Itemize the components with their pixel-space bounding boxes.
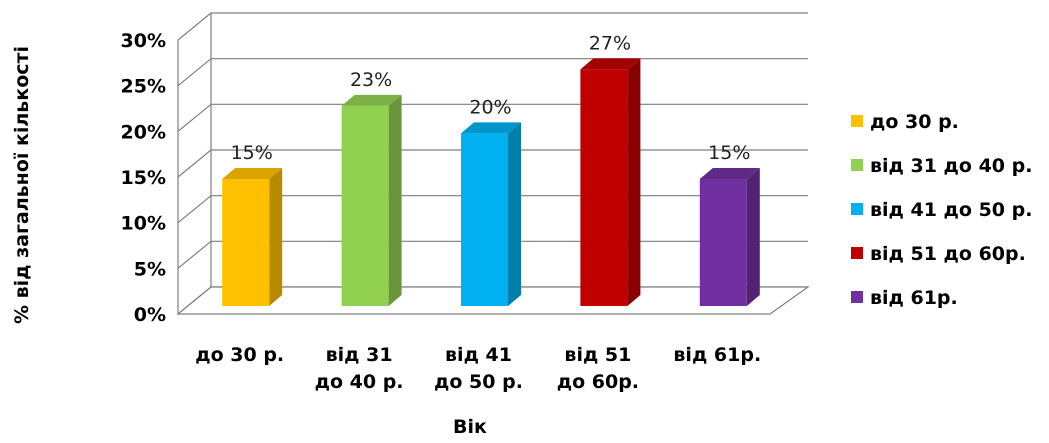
legend-swatch: [851, 247, 863, 259]
legend-entry: від 61р.: [870, 287, 958, 309]
gridline: [177, 12, 808, 41]
x-tick-label: до 40 р.: [315, 371, 404, 393]
x-tick-label: до 50 р.: [434, 371, 523, 393]
bar: [461, 122, 521, 306]
y-tick-label: 25%: [121, 76, 166, 98]
x-tick-label: від 41: [445, 344, 512, 366]
x-axis-categories: до 30 р. від 31 до 40 р. від 41 до 50 р. від …: [195, 344, 761, 393]
data-labels: 15% 23% 20% 27% 15%: [231, 32, 751, 164]
y-tick-label: 15%: [121, 167, 166, 189]
bar: [580, 58, 641, 307]
legend-swatch: [851, 159, 863, 171]
data-label: 27%: [589, 32, 631, 54]
legend-swatch: [851, 115, 863, 127]
x-axis-label: Вік: [453, 416, 487, 438]
legend-entry: від 41 до 50 р.: [870, 199, 1032, 221]
bar: [341, 94, 402, 306]
legend-swatch: [851, 203, 863, 215]
y-tick-label: 20%: [121, 121, 166, 143]
x-tick-label: до 60р.: [557, 371, 639, 393]
data-label: 23%: [350, 69, 392, 91]
bar: [699, 168, 760, 306]
y-tick-label: 0%: [134, 304, 166, 326]
bar-series: [222, 58, 760, 307]
legend-swatch: [851, 291, 863, 303]
legend-entry: від 31 до 40 р.: [870, 155, 1032, 177]
y-tick-label: 30%: [121, 30, 166, 52]
legend: до 30 р. від 31 до 40 р. від 41 до 50 р. ві…: [851, 111, 1032, 309]
legend-entry: від 51 до 60р.: [870, 243, 1026, 265]
y-axis-ticks: 0% 5% 10% 15% 20% 25% 30%: [121, 30, 166, 326]
data-label: 20%: [469, 96, 511, 118]
y-tick-label: 5%: [134, 258, 166, 280]
data-label: 15%: [231, 142, 273, 164]
bar: [222, 168, 283, 306]
x-tick-label: від 61р.: [673, 344, 761, 366]
x-tick-label: від 51: [564, 344, 631, 366]
y-axis-label: % від загальної кількості: [11, 46, 33, 324]
legend-entry: до 30 р.: [870, 111, 959, 133]
data-label: 15%: [708, 142, 750, 164]
gridline: [177, 58, 808, 87]
x-tick-label: до 30 р.: [195, 344, 284, 366]
y-tick-label: 10%: [121, 213, 166, 235]
x-tick-label: від 31: [326, 344, 393, 366]
